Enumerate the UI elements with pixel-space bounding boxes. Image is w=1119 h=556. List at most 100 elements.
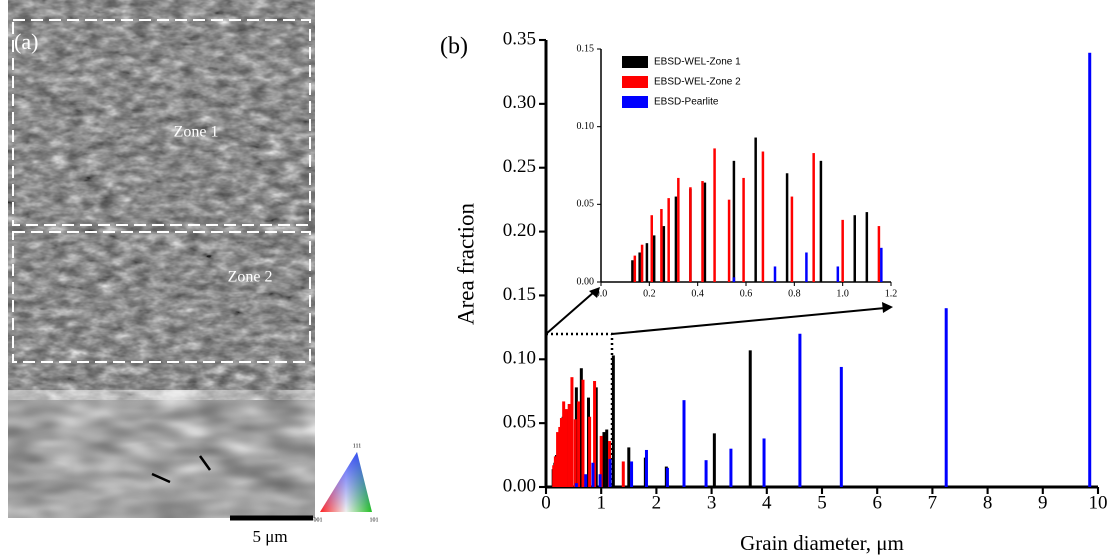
x-tick-label: 1	[596, 492, 606, 513]
y-tick-label: 0.10	[577, 121, 595, 132]
y-tick-label: 0.00	[503, 475, 536, 496]
bar	[805, 252, 808, 282]
x-tick-label: 0.2	[643, 288, 656, 299]
arrow	[198, 455, 212, 471]
x-tick-label: 2	[652, 492, 662, 513]
legend-label: EBSD-WEL-Zone 2	[654, 77, 741, 88]
y-tick-label: 0.35	[503, 28, 536, 49]
bar	[574, 483, 578, 487]
bar	[562, 401, 566, 487]
bar	[577, 401, 581, 487]
bar	[599, 435, 603, 487]
x-axis-label: Grain diameter, μm	[740, 531, 904, 555]
bar	[704, 460, 708, 487]
bar	[701, 181, 704, 282]
ipf-label: 101	[370, 517, 379, 523]
arrow	[151, 472, 171, 484]
zone-label: Zone 1	[174, 124, 219, 141]
bar	[611, 355, 615, 487]
x-tick-label: 0.8	[788, 288, 801, 299]
legend-label: EBSD-WEL-Zone 1	[654, 57, 741, 68]
bar	[944, 308, 948, 487]
panel-label: (a)	[14, 29, 38, 54]
bar	[627, 447, 631, 487]
zoom-arrow	[545, 291, 595, 335]
bar	[630, 461, 634, 487]
bar	[703, 182, 707, 282]
bar	[880, 247, 883, 282]
x-tick-label: 6	[872, 492, 882, 513]
bar	[839, 366, 843, 487]
bar	[608, 458, 612, 487]
bar	[640, 244, 644, 282]
y-tick-label: 0.05	[577, 199, 595, 210]
bar	[713, 148, 716, 282]
bar	[819, 160, 823, 282]
bar	[605, 429, 609, 487]
legend-swatch	[622, 96, 648, 108]
bar	[573, 419, 577, 487]
bar	[652, 235, 656, 282]
bar	[682, 400, 686, 487]
bar	[594, 387, 598, 487]
bar	[732, 160, 736, 282]
bar	[667, 198, 670, 282]
bar	[785, 173, 789, 282]
bar	[644, 449, 648, 487]
bar	[588, 416, 592, 487]
bar	[761, 151, 765, 282]
x-tick-label: 3	[707, 492, 717, 513]
bar	[798, 333, 802, 487]
zoom-arrow-head	[882, 302, 893, 313]
y-tick-label: 0.05	[503, 412, 536, 433]
x-tick-label: 1.2	[885, 288, 898, 299]
bar	[773, 266, 777, 282]
bar	[567, 403, 571, 487]
x-tick-label: 7	[928, 492, 938, 513]
micrograph: (a) Zone 1 Zone 2 5 μm 111 001 101	[8, 0, 379, 546]
bar	[556, 432, 560, 487]
bar	[558, 426, 562, 487]
y-tick-label: 0.25	[503, 156, 536, 177]
bar	[841, 219, 844, 282]
x-tick-label: 0.0	[595, 288, 608, 299]
bar	[732, 277, 736, 282]
zone2-box	[12, 231, 311, 363]
legend-label: EBSD-Pearlite	[654, 97, 719, 108]
bar	[591, 462, 595, 487]
legend-swatch	[622, 76, 648, 88]
bar	[638, 252, 641, 282]
bar	[727, 199, 731, 282]
bar	[564, 409, 568, 487]
bar	[593, 380, 597, 487]
bar	[660, 208, 663, 282]
x-tick-label: 0.4	[691, 288, 704, 299]
x-tick-label: 5	[817, 492, 827, 513]
bar	[602, 432, 606, 487]
bar	[553, 456, 557, 487]
bar	[631, 260, 634, 282]
ipf-triangle-overlay	[320, 452, 372, 512]
bar	[621, 461, 625, 487]
micrograph-texture-lower	[8, 390, 315, 518]
x-tick-label: 0	[541, 492, 551, 513]
bar	[712, 433, 716, 487]
bar	[581, 379, 585, 487]
bar	[877, 226, 881, 282]
bar	[559, 418, 563, 487]
zoom-arrow-head	[589, 287, 600, 298]
ipf-label: 001	[314, 517, 323, 523]
bar	[754, 137, 757, 282]
micrograph-texture	[8, 0, 315, 400]
zoom-arrow	[611, 307, 886, 335]
bar	[598, 474, 602, 487]
bar	[677, 177, 680, 282]
bar	[645, 243, 649, 282]
bar	[790, 196, 794, 282]
bar	[674, 196, 678, 282]
bar	[742, 177, 745, 282]
bar	[552, 465, 556, 487]
legend-swatch	[622, 56, 648, 68]
